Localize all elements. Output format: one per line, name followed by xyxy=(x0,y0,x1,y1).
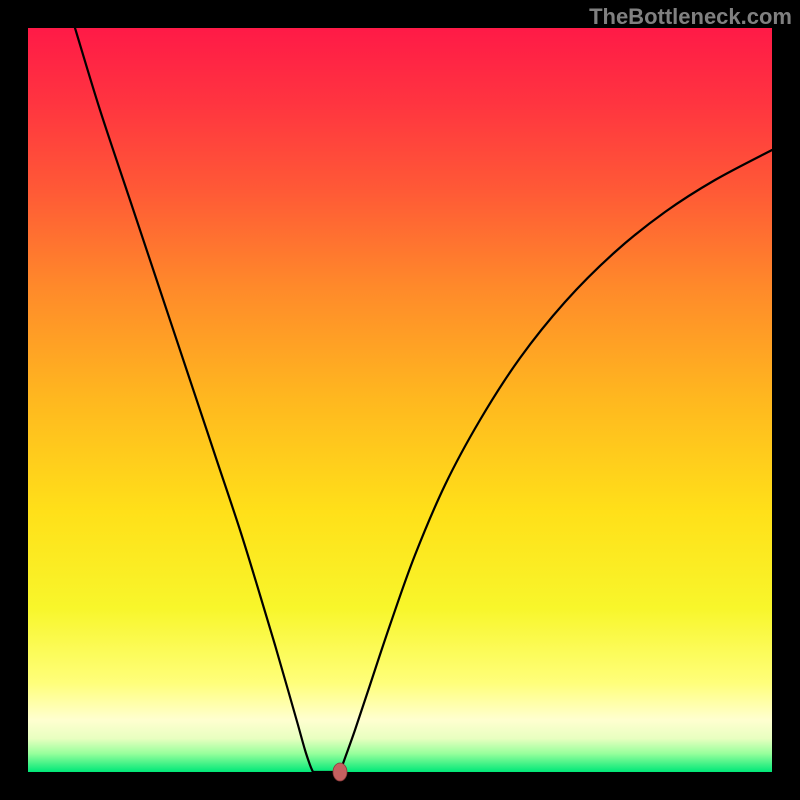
chart-container: TheBottleneck.com xyxy=(0,0,800,800)
trough-marker xyxy=(333,763,347,781)
watermark-text: TheBottleneck.com xyxy=(589,4,792,30)
chart-svg xyxy=(0,0,800,800)
plot-area xyxy=(28,28,772,772)
